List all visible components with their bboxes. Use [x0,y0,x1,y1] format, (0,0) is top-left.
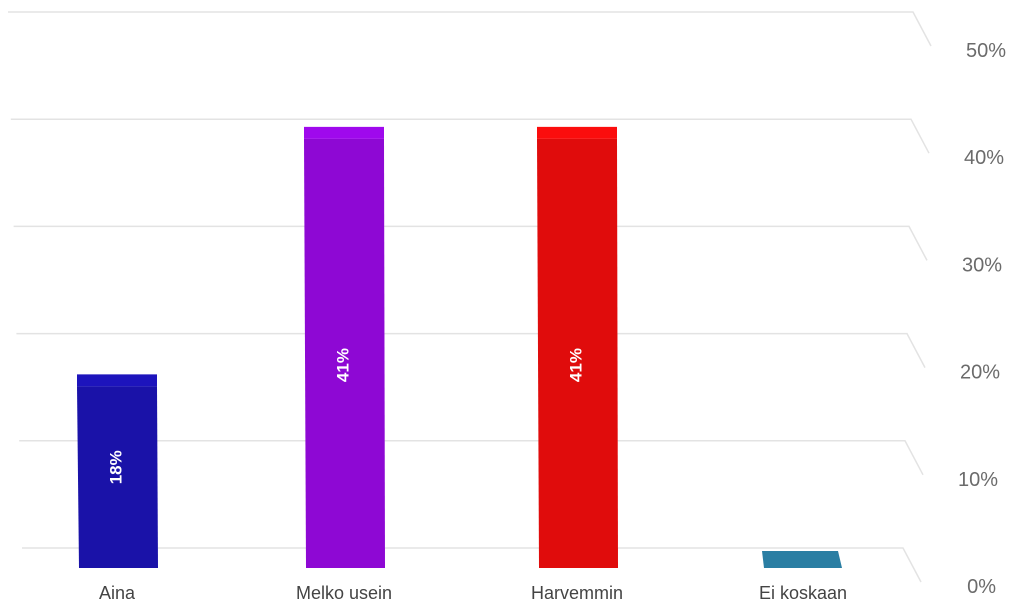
bar-harvemmin [537,126,618,568]
data-label: 18% [106,450,125,484]
y-tick-label: 40% [964,147,1004,169]
y-tick-label: 0% [967,576,996,598]
bar-melko-usein [304,126,385,568]
gridline [8,11,932,47]
y-tick-label: 30% [962,254,1002,276]
gridline [16,332,926,368]
data-label: 41% [333,348,352,382]
x-tick-label: Ei koskaan [759,583,847,603]
x-tick-label: Aina [99,583,136,603]
data-label: 41% [566,348,585,382]
y-tick-label: 50% [966,40,1006,62]
y-tick-label: 10% [958,469,998,491]
y-tick-label: 20% [960,362,1000,384]
x-tick-label: Melko usein [296,583,392,603]
x-axis: Aina Melko usein Harvemmin Ei koskaan [99,583,847,603]
gridline [10,118,930,154]
bar-aina [77,374,158,568]
bar-ei-koskaan [762,551,842,568]
x-tick-label: Harvemmin [531,583,623,603]
gridline [13,225,928,261]
y-axis: 0% 10% 20% 30% 40% 50% [958,40,1006,598]
bars: 18% 41% 41% [77,126,842,568]
